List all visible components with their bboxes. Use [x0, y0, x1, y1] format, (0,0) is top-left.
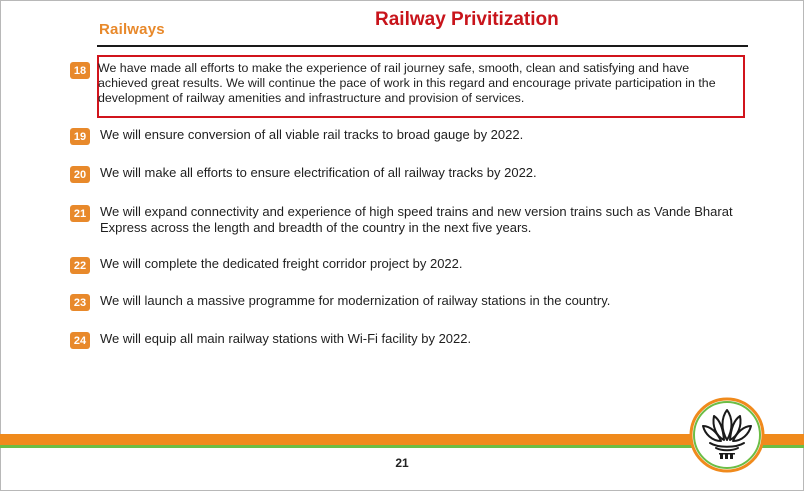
item-text: We will equip all main railway stations …	[100, 331, 472, 346]
item-number-badge: 23	[70, 294, 90, 311]
section-divider	[97, 45, 748, 47]
lotus-emblem-icon	[688, 396, 766, 474]
item-text: We will make all efforts to ensure elect…	[100, 165, 537, 180]
item-number-badge: 18	[70, 62, 90, 79]
list-item: 20 We will make all efforts to ensure el…	[70, 165, 740, 183]
footer-band-green	[0, 445, 804, 448]
footer-band-orange-right	[760, 434, 804, 445]
list-item: 24 We will equip all main railway statio…	[70, 331, 740, 349]
item-text: We will ensure conversion of all viable …	[100, 127, 524, 142]
list-item: 19 We will ensure conversion of all viab…	[70, 127, 740, 145]
list-item: 21 We will expand connectivity and exper…	[70, 204, 740, 236]
page-number: 21	[395, 456, 409, 470]
overlay-title: Railway Privitization	[375, 9, 559, 30]
item-number-badge: 19	[70, 128, 90, 145]
list-item: 23 We will launch a massive programme fo…	[70, 293, 740, 311]
section-title: Railways	[99, 21, 165, 38]
list-item: 18 We have made all efforts to make the …	[70, 61, 738, 106]
list-item: 22 We will complete the dedicated freigh…	[70, 256, 740, 274]
item-text: We will complete the dedicated freight c…	[100, 256, 463, 271]
highlight-box	[97, 55, 745, 118]
item-number-badge: 20	[70, 166, 90, 183]
item-number-badge: 24	[70, 332, 90, 349]
item-number-badge: 22	[70, 257, 90, 274]
item-text: We have made all efforts to make the exp…	[98, 61, 716, 105]
item-number-badge: 21	[70, 205, 90, 222]
item-text: We will expand connectivity and experien…	[100, 204, 733, 235]
item-text: We will launch a massive programme for m…	[100, 293, 611, 308]
footer-band-orange	[0, 434, 700, 445]
